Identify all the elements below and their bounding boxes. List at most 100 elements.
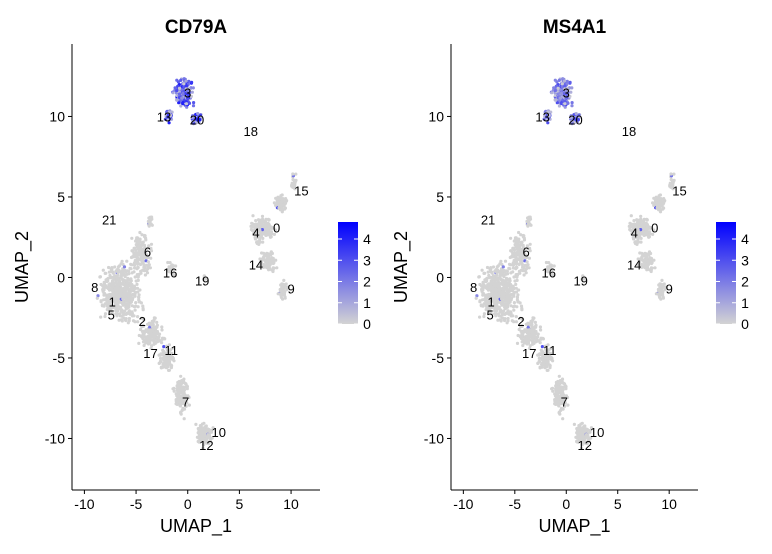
cell-point — [515, 305, 519, 309]
cell-point — [518, 334, 522, 338]
cell-point — [125, 279, 129, 283]
cell-point — [208, 439, 212, 443]
cell-point — [530, 342, 535, 346]
cell-point — [517, 237, 521, 241]
cell-point — [275, 266, 279, 270]
cell-point — [561, 388, 565, 392]
cell-point — [285, 288, 289, 292]
cell-point — [144, 338, 148, 342]
cell-point — [489, 281, 493, 285]
legend-tick-label: 3 — [363, 252, 371, 268]
cell-point — [142, 343, 146, 348]
cell-point — [260, 221, 264, 225]
cell-point — [485, 299, 489, 303]
cell-point — [151, 326, 155, 330]
cell-point — [280, 284, 285, 288]
cell-point — [647, 250, 652, 254]
cell-point — [565, 79, 569, 83]
cell-point — [182, 417, 186, 421]
cell-point — [482, 314, 486, 319]
cell-point — [659, 284, 663, 288]
cell-point — [123, 274, 127, 278]
cell-point — [556, 86, 560, 90]
cell-point — [163, 117, 167, 121]
cell-point — [132, 251, 136, 255]
cell-point — [141, 251, 145, 255]
cell-point — [148, 325, 152, 329]
x-tick-label: 10 — [661, 496, 677, 512]
cell-point — [136, 315, 140, 319]
cell-point — [185, 401, 189, 405]
cell-point — [102, 298, 106, 302]
cell-point — [192, 101, 196, 105]
cell-point — [582, 425, 586, 429]
cell-point — [526, 322, 530, 326]
cell-point — [198, 113, 203, 117]
cell-point — [120, 319, 124, 323]
cell-point — [162, 336, 166, 340]
cluster-label: 6 — [144, 245, 151, 260]
cell-point — [160, 328, 164, 332]
cell-point — [114, 280, 118, 284]
cell-point — [514, 282, 518, 286]
cluster-label: 14 — [249, 258, 263, 273]
cell-point — [639, 214, 643, 218]
cell-point — [250, 228, 254, 232]
cell-point — [153, 316, 157, 320]
cluster-label: 4 — [252, 225, 259, 240]
cell-point — [504, 279, 508, 283]
cell-point — [147, 224, 151, 228]
cell-point — [491, 265, 496, 269]
cell-point — [141, 306, 145, 311]
cell-point — [496, 318, 500, 322]
cell-point — [191, 86, 195, 90]
cell-point — [125, 269, 129, 273]
cell-point — [488, 269, 492, 273]
cell-point — [514, 257, 518, 261]
cell-point — [155, 324, 159, 328]
cell-point — [523, 338, 527, 342]
cell-point — [543, 354, 548, 358]
cell-point — [531, 340, 535, 344]
cell-point — [654, 292, 659, 296]
cell-point — [489, 266, 493, 270]
cell-point — [517, 258, 522, 262]
cell-point — [172, 386, 176, 390]
cell-point — [517, 253, 521, 257]
cell-point — [258, 257, 262, 261]
cell-point — [484, 279, 488, 284]
cell-point — [496, 299, 500, 303]
cell-point — [140, 233, 144, 237]
cell-point — [185, 105, 189, 109]
cell-point — [168, 261, 172, 265]
cell-point — [513, 279, 517, 283]
cell-point — [561, 417, 565, 421]
cell-point — [179, 397, 183, 401]
cell-point — [557, 104, 562, 108]
cell-point — [572, 422, 577, 426]
cell-point — [114, 294, 118, 298]
cell-point — [551, 359, 555, 363]
cell-point — [124, 284, 128, 288]
cell-point — [551, 273, 555, 277]
feature-plot-panel-cd79a: CD79A-10 -5 0 5 10-10-50510UMAP_1UMAP_201234… — [12, 17, 371, 537]
y-axis-label: UMAP_2 — [12, 231, 33, 303]
cell-point — [110, 281, 114, 285]
cell-point — [487, 310, 491, 314]
cell-point — [653, 198, 658, 202]
cell-point — [135, 257, 139, 261]
cell-point — [191, 114, 195, 118]
cluster-label: 21 — [481, 213, 495, 228]
cell-point — [156, 339, 160, 344]
cell-point — [267, 268, 271, 272]
cell-point — [520, 263, 525, 267]
cluster-label: 5 — [108, 307, 115, 322]
cell-point — [576, 431, 580, 435]
cell-point — [117, 318, 121, 322]
cell-point — [563, 102, 567, 106]
cell-point — [639, 217, 643, 221]
cell-point — [261, 240, 265, 244]
color-scale-bar — [338, 222, 358, 324]
cell-point — [165, 344, 169, 348]
